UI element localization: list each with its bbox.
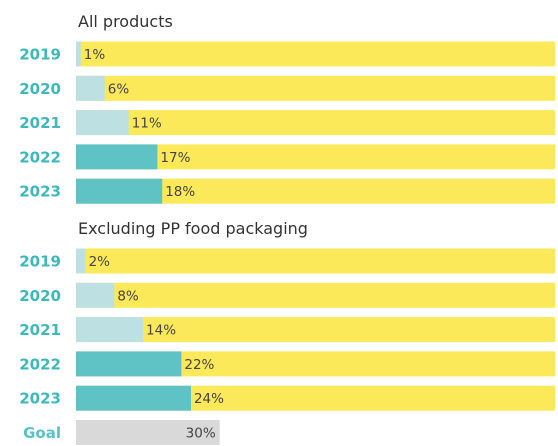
category-label: 2019 bbox=[19, 46, 61, 64]
category-label: 2019 bbox=[19, 253, 61, 271]
bar-2021 bbox=[76, 110, 129, 135]
category-label: 2021 bbox=[19, 321, 61, 339]
bar-2022 bbox=[76, 351, 181, 376]
value-label: 6% bbox=[108, 81, 130, 97]
category-label: 2020 bbox=[19, 287, 61, 305]
value-label: 22% bbox=[184, 357, 214, 373]
category-label: 2022 bbox=[19, 355, 61, 373]
value-label: 30% bbox=[186, 426, 216, 442]
panel-title: All products bbox=[78, 12, 173, 31]
category-label: 2021 bbox=[19, 114, 61, 132]
panel-title: Excluding PP food packaging bbox=[78, 219, 308, 238]
value-label: 24% bbox=[194, 391, 224, 407]
bar-2022 bbox=[76, 144, 157, 169]
bar-track bbox=[76, 283, 555, 308]
bar-track bbox=[76, 76, 555, 101]
value-label: 14% bbox=[146, 323, 176, 339]
bar-2019 bbox=[76, 249, 86, 274]
bar-2020 bbox=[76, 283, 114, 308]
value-label: 1% bbox=[84, 47, 106, 63]
value-label: 17% bbox=[160, 150, 190, 166]
value-label: 18% bbox=[165, 184, 195, 200]
value-label: 8% bbox=[117, 288, 139, 304]
bar-2021 bbox=[76, 317, 143, 342]
bar-track bbox=[76, 42, 555, 67]
bar-2020 bbox=[76, 76, 105, 101]
category-label: 2020 bbox=[19, 80, 61, 98]
category-label: 2023 bbox=[19, 390, 61, 408]
bar-2023 bbox=[76, 386, 191, 411]
value-label: 2% bbox=[89, 254, 111, 270]
value-label: 11% bbox=[132, 116, 162, 132]
category-label: 2023 bbox=[19, 183, 61, 201]
bar-2019 bbox=[76, 42, 81, 67]
bar-track bbox=[76, 249, 555, 274]
category-label: Goal bbox=[23, 424, 61, 442]
category-label: 2022 bbox=[19, 148, 61, 166]
bar-2023 bbox=[76, 179, 162, 204]
